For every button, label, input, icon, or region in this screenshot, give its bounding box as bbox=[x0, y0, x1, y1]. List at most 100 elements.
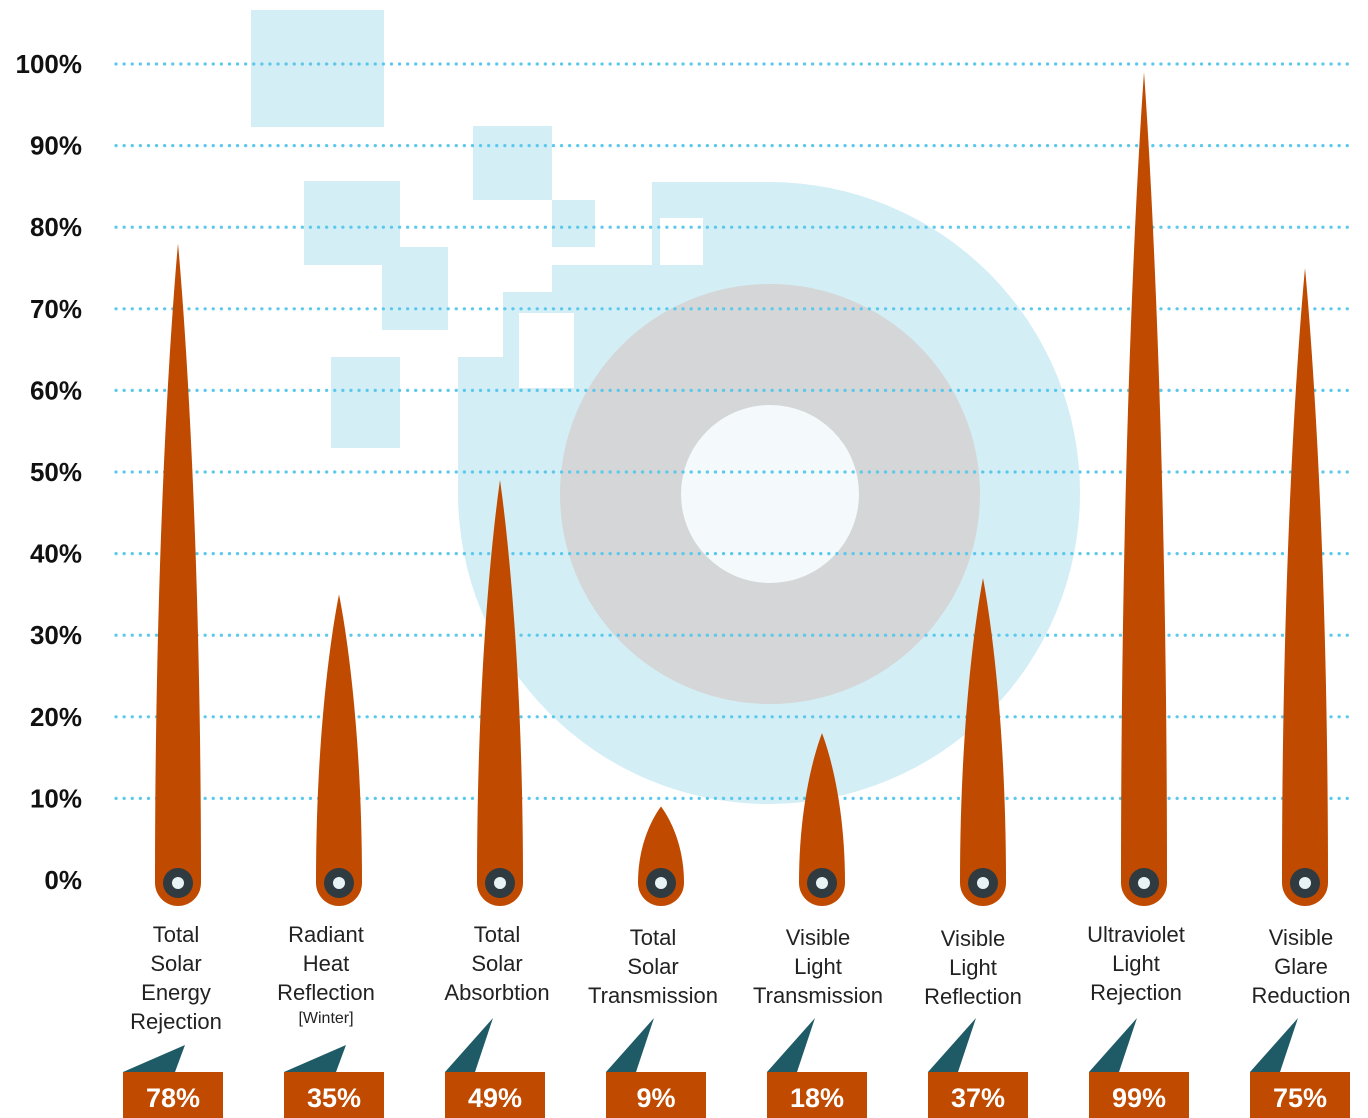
needle-bar bbox=[316, 594, 362, 906]
needle-pivot-center bbox=[494, 877, 506, 889]
value-label: 9% bbox=[606, 1018, 706, 1118]
value-pointer bbox=[123, 1045, 185, 1072]
value-box bbox=[767, 1072, 867, 1118]
value-pointer bbox=[445, 1018, 493, 1072]
y-axis: 0% 10% 20% 30% 40% 50% 60% 70% 80% 90% 100% bbox=[16, 49, 83, 895]
value-label: 18% bbox=[767, 1018, 867, 1118]
value-label: 49% bbox=[445, 1018, 545, 1118]
value-label: 75% bbox=[1250, 1018, 1350, 1118]
category-label: Rejection bbox=[130, 1009, 222, 1034]
value-text: 78% bbox=[146, 1083, 200, 1113]
backdrop-square bbox=[382, 247, 448, 330]
backdrop-notch bbox=[519, 313, 574, 388]
needle-bar bbox=[1121, 72, 1167, 906]
value-box bbox=[928, 1072, 1028, 1118]
value-box bbox=[1089, 1072, 1189, 1118]
category-label: Solar bbox=[150, 951, 201, 976]
needle-pivot-center bbox=[977, 877, 989, 889]
value-pointer bbox=[767, 1018, 815, 1072]
needle-pivot-center bbox=[816, 877, 828, 889]
category-label: Radiant bbox=[288, 922, 364, 947]
category-label: Heat bbox=[303, 951, 349, 976]
needle bbox=[477, 480, 523, 906]
category-label: Total bbox=[474, 922, 520, 947]
category-label: Light bbox=[794, 954, 842, 979]
value-text: 49% bbox=[468, 1083, 522, 1113]
value-pointer bbox=[606, 1018, 654, 1072]
value-label: 99% bbox=[1089, 1018, 1189, 1118]
category-label: Visible bbox=[1269, 925, 1333, 950]
category-label: Transmission bbox=[588, 983, 718, 1008]
value-text: 75% bbox=[1273, 1083, 1327, 1113]
category-label: Visible bbox=[941, 926, 1005, 951]
needle-bar bbox=[799, 733, 845, 906]
y-tick-label: 0% bbox=[44, 865, 82, 895]
needle-pivot-center bbox=[333, 877, 345, 889]
category-label: Solar bbox=[471, 951, 522, 976]
category-label: Total bbox=[630, 925, 676, 950]
needle-pivot-center bbox=[1138, 877, 1150, 889]
needle bbox=[316, 594, 362, 906]
needle bbox=[1282, 268, 1328, 906]
value-box bbox=[284, 1072, 384, 1118]
y-tick-label: 70% bbox=[30, 294, 82, 324]
y-tick-label: 100% bbox=[16, 49, 83, 79]
y-tick-label: 30% bbox=[30, 620, 82, 650]
value-box bbox=[445, 1072, 545, 1118]
y-tick-label: 10% bbox=[30, 783, 82, 813]
needle-pivot-center bbox=[655, 877, 667, 889]
value-pointer bbox=[928, 1018, 976, 1072]
needle bbox=[960, 578, 1006, 906]
category-label: Light bbox=[949, 955, 997, 980]
category-label: Reflection bbox=[277, 980, 375, 1005]
backdrop-notch bbox=[660, 218, 703, 265]
needle bbox=[799, 733, 845, 906]
backdrop-square bbox=[251, 10, 384, 127]
category-label: Total bbox=[153, 922, 199, 947]
category-label: Light bbox=[1112, 951, 1160, 976]
value-text: 18% bbox=[790, 1083, 844, 1113]
needle-pivot-center bbox=[1299, 877, 1311, 889]
backdrop-ring-center bbox=[681, 405, 859, 583]
needles bbox=[155, 72, 1328, 906]
value-labels: 78% 35% 49% 9% 18% 37% 99% 75% bbox=[123, 1018, 1350, 1118]
needle bbox=[155, 243, 201, 906]
value-pointer bbox=[284, 1045, 346, 1072]
y-tick-label: 20% bbox=[30, 702, 82, 732]
needle-bar bbox=[1282, 268, 1328, 906]
category-label: Transmission bbox=[753, 983, 883, 1008]
needle-bar bbox=[155, 243, 201, 906]
value-text: 99% bbox=[1112, 1083, 1166, 1113]
needle-bar bbox=[960, 578, 1006, 906]
category-sublabel: [Winter] bbox=[298, 1010, 353, 1027]
needle-pivot-center bbox=[172, 877, 184, 889]
chart-backdrop bbox=[251, 10, 1081, 804]
needle bbox=[1121, 72, 1167, 906]
y-tick-label: 60% bbox=[30, 375, 82, 405]
value-box bbox=[123, 1072, 223, 1118]
category-label: Energy bbox=[141, 980, 211, 1005]
value-label: 37% bbox=[928, 1018, 1028, 1118]
value-text: 35% bbox=[307, 1083, 361, 1113]
y-tick-label: 40% bbox=[30, 539, 82, 569]
backdrop-square bbox=[552, 200, 595, 247]
value-pointer bbox=[1250, 1018, 1298, 1072]
y-tick-label: 90% bbox=[30, 131, 82, 161]
y-tick-label: 50% bbox=[30, 457, 82, 487]
value-box bbox=[606, 1072, 706, 1118]
category-label: Absorbtion bbox=[444, 980, 549, 1005]
y-tick-label: 80% bbox=[30, 212, 82, 242]
category-label: Visible bbox=[786, 925, 850, 950]
value-text: 9% bbox=[636, 1083, 675, 1113]
value-box bbox=[1250, 1072, 1350, 1118]
category-label: Reflection bbox=[924, 984, 1022, 1009]
category-label: Reduction bbox=[1251, 983, 1350, 1008]
value-pointer bbox=[1089, 1018, 1137, 1072]
category-labels: Total Solar Energy Rejection Radiant Heat Refl… bbox=[130, 922, 1350, 1034]
category-label: Glare bbox=[1274, 954, 1328, 979]
category-label: Ultraviolet bbox=[1087, 922, 1185, 947]
category-label: Rejection bbox=[1090, 980, 1182, 1005]
value-text: 37% bbox=[951, 1083, 1005, 1113]
value-label: 35% bbox=[284, 1045, 384, 1118]
